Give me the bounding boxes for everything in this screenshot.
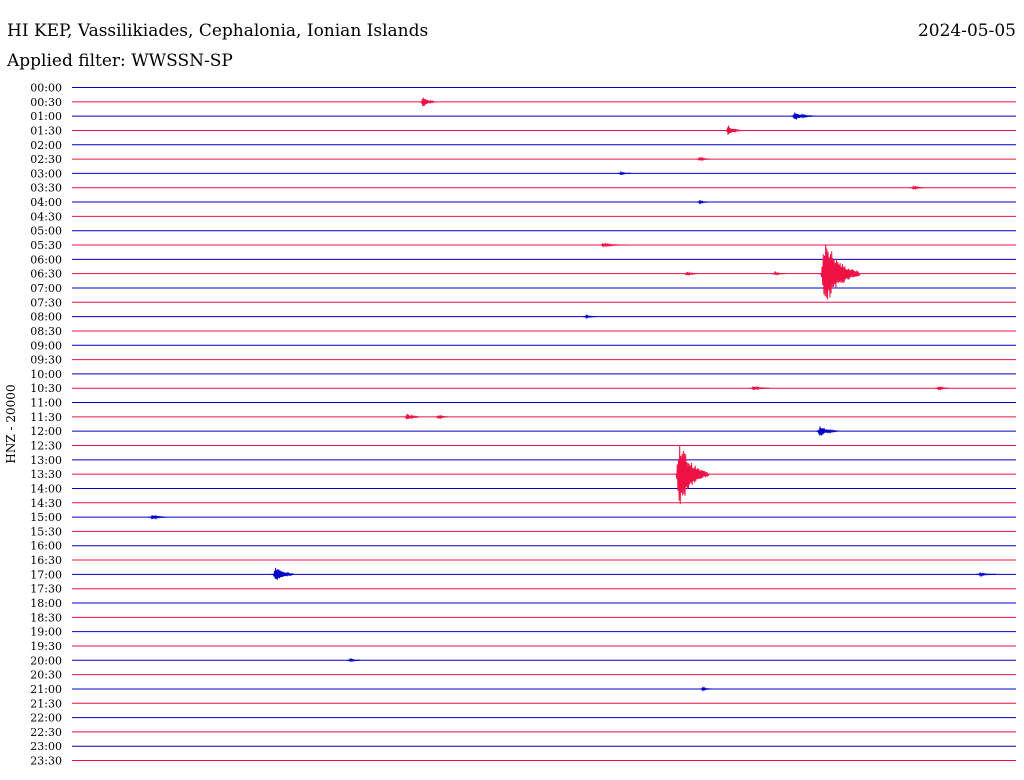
y-axis-label: HNZ - 20000 xyxy=(4,384,18,463)
seismic-event xyxy=(910,184,924,191)
row-time-label: 02:30 xyxy=(30,153,62,166)
row-time-label: 23:30 xyxy=(30,755,62,768)
row-time-label: 00:00 xyxy=(30,82,62,95)
seismic-event xyxy=(749,385,770,391)
row-time-label: 04:00 xyxy=(30,196,62,209)
row-time-label: 06:30 xyxy=(30,268,62,281)
row-time-label: 22:00 xyxy=(30,712,62,725)
row-time-label: 10:30 xyxy=(30,382,62,395)
row-time-label: 08:30 xyxy=(30,325,62,338)
seismic-event xyxy=(434,414,449,420)
seismic-event xyxy=(699,686,713,692)
row-time-label: 11:30 xyxy=(30,411,62,424)
row-time-label: 09:00 xyxy=(30,339,62,352)
row-time-label: 17:30 xyxy=(30,583,62,596)
row-time-label: 14:00 xyxy=(30,482,62,495)
station-title: HI KEP, Vassilikiades, Cephalonia, Ionia… xyxy=(7,21,428,41)
row-time-label: 01:00 xyxy=(30,110,62,123)
row-time-label: 17:00 xyxy=(30,568,62,581)
seismic-event xyxy=(419,97,436,107)
row-time-label: 20:00 xyxy=(30,654,62,667)
row-time-label: 11:00 xyxy=(30,397,62,410)
seismic-event xyxy=(582,314,597,320)
row-time-label: 18:30 xyxy=(30,611,62,624)
seismic-event xyxy=(696,199,710,205)
row-time-label: 16:00 xyxy=(30,540,62,553)
seismic-event xyxy=(790,112,814,120)
row-time-label: 19:30 xyxy=(30,640,62,653)
row-time-label: 15:30 xyxy=(30,525,62,538)
seismic-event xyxy=(598,242,628,249)
seismic-event xyxy=(148,514,166,521)
seismic-event xyxy=(976,571,997,578)
row-time-label: 07:30 xyxy=(30,296,62,309)
row-time-label: 12:00 xyxy=(30,425,62,438)
seismic-event xyxy=(935,386,949,392)
seismic-event xyxy=(403,414,421,420)
row-time-label: 22:30 xyxy=(30,726,62,739)
row-time-label: 19:00 xyxy=(30,626,62,639)
row-time-label: 08:00 xyxy=(30,311,62,324)
row-time-label: 05:30 xyxy=(30,239,62,252)
row-time-label: 04:30 xyxy=(30,210,62,223)
row-time-label: 03:00 xyxy=(30,167,62,180)
row-time-label: 21:00 xyxy=(30,683,62,696)
row-time-label: 20:30 xyxy=(30,669,62,682)
row-time-label: 23:00 xyxy=(30,740,62,753)
row-time-label: 09:30 xyxy=(30,354,62,367)
seismic-event xyxy=(818,244,862,300)
seismic-event xyxy=(346,657,361,663)
row-time-label: 06:00 xyxy=(30,253,62,266)
row-time-label: 14:30 xyxy=(30,497,62,510)
row-time-label: 15:00 xyxy=(30,511,62,524)
row-time-label: 05:00 xyxy=(30,225,62,238)
row-time-label: 01:30 xyxy=(30,124,62,137)
row-time-label: 03:30 xyxy=(30,182,62,195)
row-time-label: 18:00 xyxy=(30,597,62,610)
seismic-event xyxy=(771,270,786,277)
seismic-event xyxy=(696,156,710,162)
seismic-event xyxy=(271,567,295,580)
row-time-label: 00:30 xyxy=(30,96,62,109)
row-time-label: 21:30 xyxy=(30,697,62,710)
row-time-label: 02:00 xyxy=(30,139,62,152)
seismic-event xyxy=(674,445,710,505)
row-time-label: 07:00 xyxy=(30,282,62,295)
seismic-event xyxy=(683,271,698,277)
row-time-label: 10:00 xyxy=(30,368,62,381)
row-time-label: 13:00 xyxy=(30,454,62,467)
seismic-event xyxy=(617,170,632,176)
row-time-label: 12:30 xyxy=(30,440,62,453)
row-time-label: 16:30 xyxy=(30,554,62,567)
seismic-event xyxy=(815,426,839,436)
seismic-event xyxy=(724,125,742,135)
filter-label: Applied filter: WWSSN-SP xyxy=(6,51,233,71)
date-label: 2024-05-05 xyxy=(918,21,1016,41)
row-time-label: 13:30 xyxy=(30,468,62,481)
